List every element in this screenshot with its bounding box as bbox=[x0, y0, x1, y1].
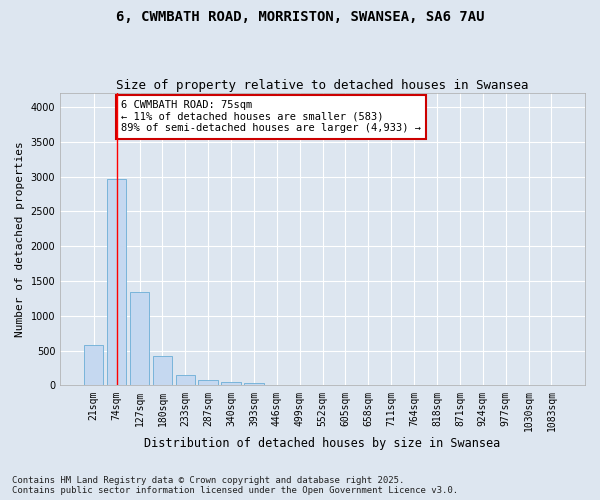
Bar bbox=[176, 374, 195, 386]
Text: Contains HM Land Registry data © Crown copyright and database right 2025.
Contai: Contains HM Land Registry data © Crown c… bbox=[12, 476, 458, 495]
Y-axis label: Number of detached properties: Number of detached properties bbox=[15, 142, 25, 337]
Text: 6 CWMBATH ROAD: 75sqm
← 11% of detached houses are smaller (583)
89% of semi-det: 6 CWMBATH ROAD: 75sqm ← 11% of detached … bbox=[121, 100, 421, 134]
Bar bbox=[199, 380, 218, 386]
Bar bbox=[244, 382, 263, 386]
Bar bbox=[107, 179, 127, 386]
X-axis label: Distribution of detached houses by size in Swansea: Distribution of detached houses by size … bbox=[145, 437, 501, 450]
Bar bbox=[84, 345, 103, 386]
Bar bbox=[130, 292, 149, 386]
Bar bbox=[221, 382, 241, 386]
Bar bbox=[152, 356, 172, 386]
Text: 6, CWMBATH ROAD, MORRISTON, SWANSEA, SA6 7AU: 6, CWMBATH ROAD, MORRISTON, SWANSEA, SA6… bbox=[116, 10, 484, 24]
Title: Size of property relative to detached houses in Swansea: Size of property relative to detached ho… bbox=[116, 79, 529, 92]
